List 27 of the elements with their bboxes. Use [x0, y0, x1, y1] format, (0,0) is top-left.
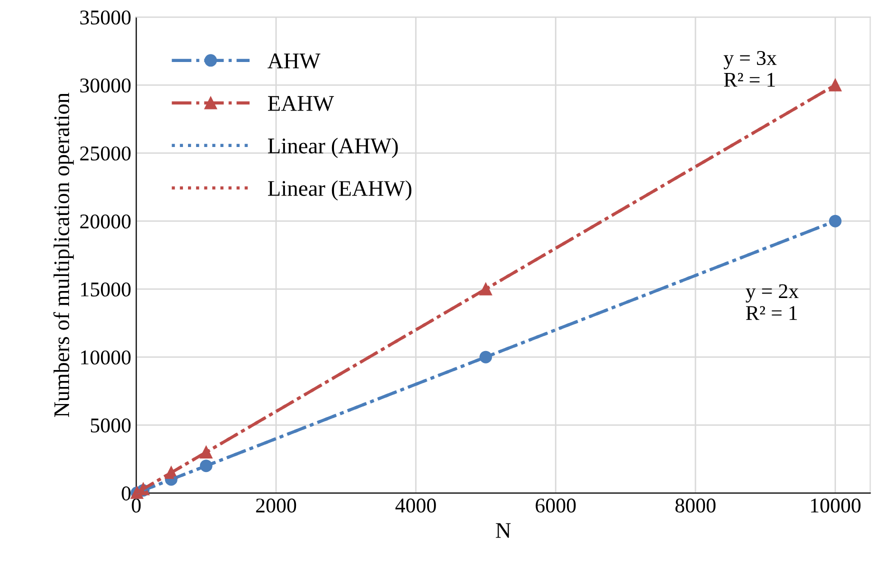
- x-axis-title: N: [496, 523, 511, 538]
- y-tick-label: 15000: [81, 282, 131, 297]
- point: [480, 282, 492, 296]
- point: [829, 78, 842, 92]
- x-tick-label: 4000: [395, 498, 436, 513]
- y-tick-label: 10000: [81, 350, 131, 364]
- y-tick-label: 0: [122, 486, 131, 500]
- annotation: y = 3x R² = 1: [724, 51, 777, 87]
- y-tick-label: 20000: [80, 214, 131, 229]
- y-tick-label: 25000: [80, 146, 131, 161]
- x-tick-label: 6000: [536, 498, 576, 513]
- y-axis-title: Numbers of multiplication operation: [53, 92, 74, 418]
- y-tick-label: 35000: [80, 10, 131, 25]
- point: [480, 350, 492, 364]
- x-tick-label: 0: [132, 498, 141, 513]
- legend-label: EAHW: [268, 96, 334, 112]
- point: [829, 214, 842, 228]
- point: [200, 460, 212, 472]
- x-tick-label: 8000: [675, 498, 716, 513]
- legend-label: Linear (EAHW): [268, 180, 412, 200]
- y-tick-label: 5000: [90, 418, 131, 432]
- annotation: y = 2x R² = 1: [746, 284, 799, 320]
- x-tick-label: 2000: [256, 498, 296, 513]
- legend-label: AHW: [268, 54, 320, 69]
- y-tick-label: 30000: [80, 78, 131, 93]
- legend-label: Linear (AHW): [268, 138, 398, 158]
- x-tick-label: 10000: [811, 498, 861, 513]
